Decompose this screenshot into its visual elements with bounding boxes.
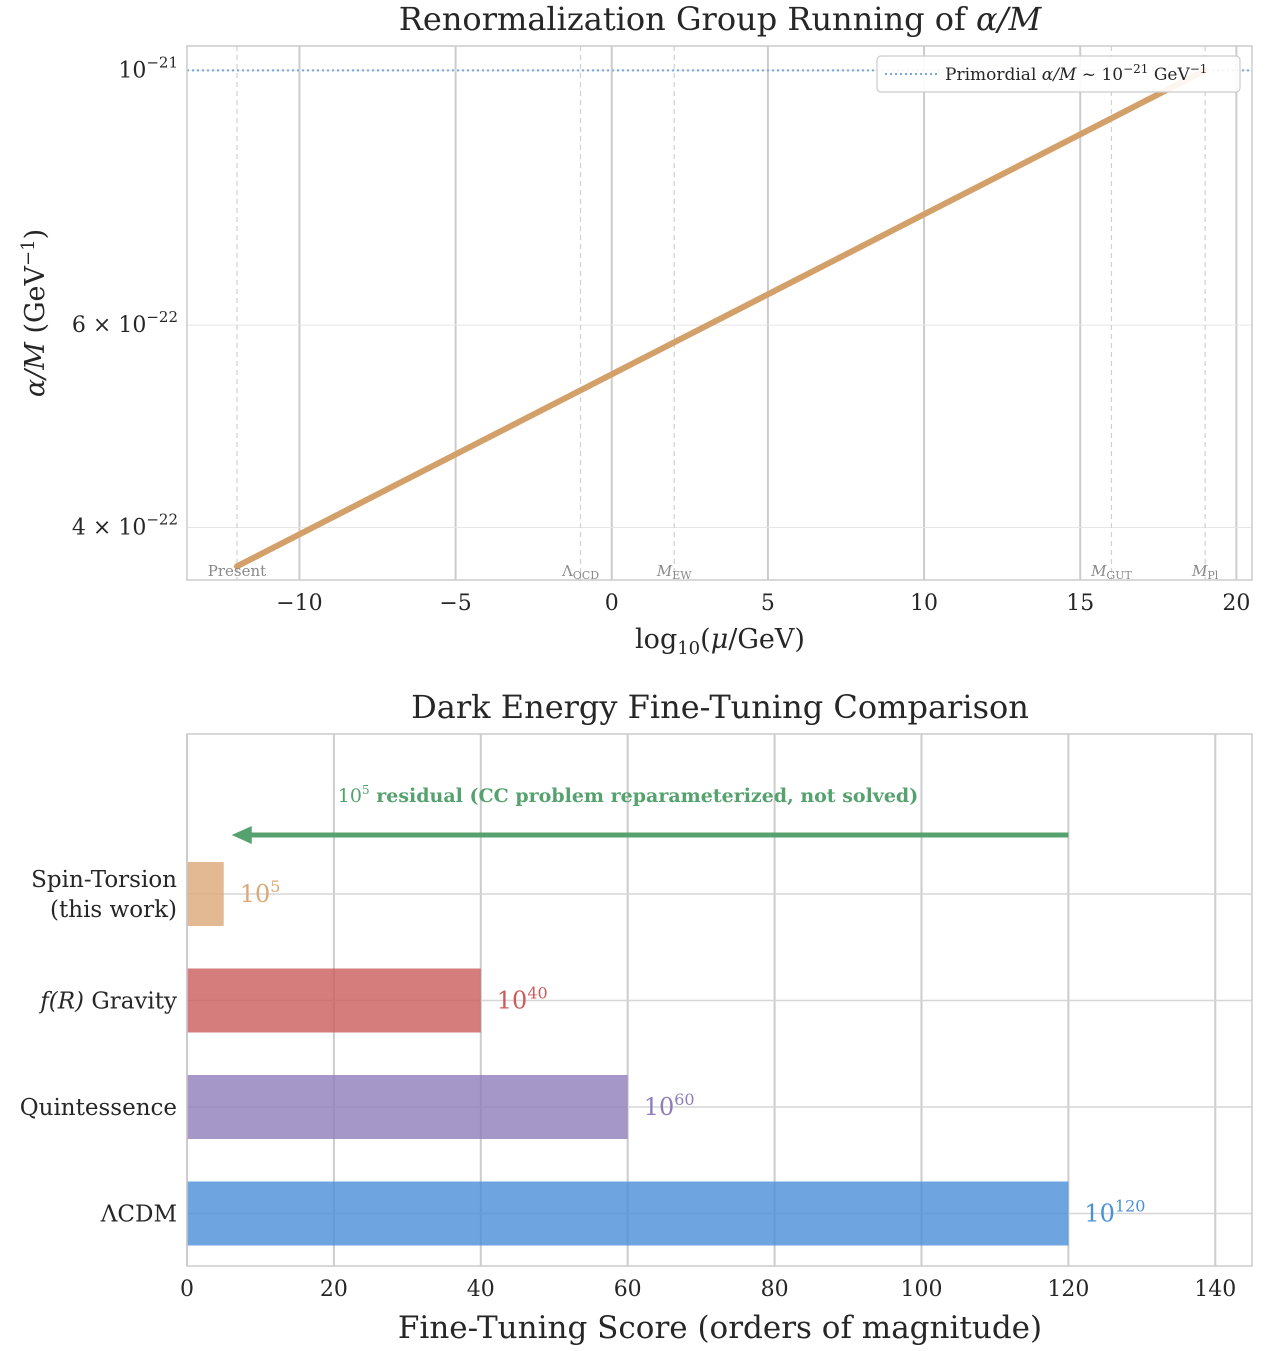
legend-label: Primordial α/M ~ 10−21 GeV−1: [945, 62, 1207, 85]
x-tick-label: 120: [1047, 1277, 1089, 1302]
alpha-over-m-line: [233, 67, 1209, 570]
fine-tuning-bar: [187, 1181, 1069, 1246]
scale-marker-label: MEW: [656, 562, 692, 582]
chart2-bar-labels: 105 1040 1060 10120: [240, 877, 1146, 1228]
y-tick-label: 10−21: [118, 53, 178, 83]
chart1-x-axis-label: log10(μ/GeV): [635, 624, 805, 659]
chart2-x-axis-label: Fine-Tuning Score (orders of magnitude): [398, 1310, 1042, 1346]
fine-tuning-bar: [187, 968, 481, 1033]
x-tick-label: 140: [1194, 1277, 1236, 1302]
chart2-plot-frame: [186, 733, 1253, 1267]
scale-marker-label: MPl: [1191, 562, 1219, 582]
x-tick-label: 5: [761, 591, 775, 616]
scale-marker-label: ΛQCD: [561, 562, 599, 582]
scale-marker-label: MGUT: [1090, 562, 1132, 582]
x-tick-label: −5: [439, 591, 471, 616]
y-tick-label: 4 × 10−22: [72, 510, 178, 540]
bar-value-label: 10120: [1084, 1197, 1145, 1228]
chart1-scale-marker-labels: Present ΛQCD MEW MGUT MPl: [208, 562, 1219, 582]
fine-tuning-chart: Dark Energy Fine-Tuning Comparison 10510…: [20, 688, 1253, 1346]
x-tick-label: 20: [320, 1277, 348, 1302]
y-tick-label: 6 × 10−22: [72, 308, 178, 338]
x-tick-label: −10: [276, 591, 322, 616]
category-label: ΛCDM: [100, 1202, 177, 1228]
fine-tuning-bar: [187, 1075, 628, 1139]
bar-value-label: 1060: [644, 1090, 695, 1121]
category-label: Spin-Torsion (this work): [31, 867, 177, 923]
x-tick-label: 0: [605, 591, 619, 616]
chart2-annotation: 105 residual (CC problem reparameterized…: [231, 783, 1069, 844]
chart1-plot-frame: [186, 45, 1253, 581]
x-tick-label: 10: [910, 591, 938, 616]
x-tick-label: 80: [761, 1277, 789, 1302]
x-tick-label: 100: [900, 1277, 942, 1302]
x-tick-label: 40: [467, 1277, 495, 1302]
x-tick-label: 20: [1222, 591, 1250, 616]
annotation-arrow-head: [231, 826, 252, 844]
x-tick-label: 15: [1066, 591, 1094, 616]
x-tick-label: 0: [180, 1277, 194, 1302]
legend-frame: [876, 55, 1241, 93]
scale-marker-label: Present: [208, 562, 266, 580]
x-tick-label: 60: [614, 1277, 642, 1302]
rg-running-chart: Renormalization Group Running of α/M Pre…: [18, 0, 1253, 659]
chart1-x-ticks: −10 −5 0 5 10 15 20: [276, 591, 1250, 616]
chart1-scale-marker-lines: [236, 46, 1206, 580]
chart1-y-ticks: 4 × 10−22 6 × 10−22 10−21: [72, 53, 178, 540]
category-label: f(R) Gravity: [38, 989, 177, 1015]
chart1-legend: Primordial α/M ~ 10−21 GeV−1: [876, 55, 1241, 93]
chart2-category-labels: Spin-Torsion (this work) f(R) Gravity Quint…: [20, 867, 177, 1228]
annotation-text: 105 residual (CC problem reparameterized…: [338, 783, 918, 807]
chart1-y-axis-label: α/M (GeV−1): [18, 229, 51, 397]
chart2-title: Dark Energy Fine-Tuning Comparison: [411, 688, 1029, 726]
bar-value-label: 105: [240, 877, 281, 908]
chart2-x-ticks: 0 20 40 60 80 100 120 140: [180, 1277, 1236, 1302]
chart1-title: Renormalization Group Running of α/M: [399, 0, 1043, 38]
fine-tuning-bar: [187, 862, 224, 926]
chart2-bars: [187, 862, 1069, 1246]
bar-value-label: 1040: [497, 984, 548, 1015]
category-label: Quintessence: [20, 1095, 177, 1121]
chart1-series: [233, 67, 1209, 570]
